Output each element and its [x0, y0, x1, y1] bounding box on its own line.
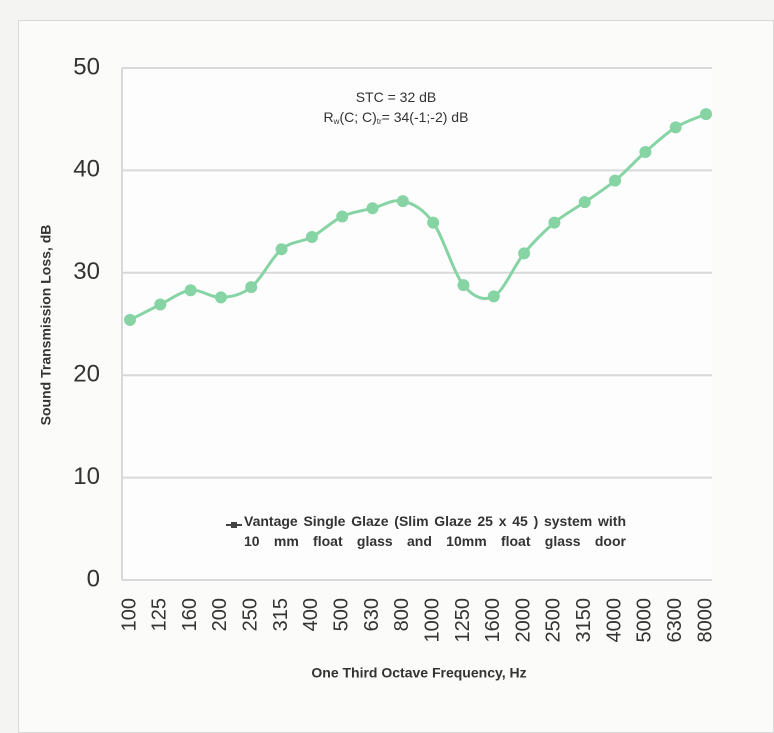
- x-tick-label: 1250: [452, 598, 474, 643]
- x-tick-label: 1000: [421, 598, 443, 643]
- legend-marker: [226, 522, 242, 528]
- y-axis-title: Sound Transmission Loss, dB: [38, 225, 54, 426]
- annotation-part: STC = 32 dB: [356, 89, 437, 105]
- data-point: [578, 196, 591, 209]
- annotation-part: w: [333, 117, 340, 126]
- data-point: [184, 284, 197, 297]
- annotation: Rw(C; C)tr= 34(-1;-2) dB: [324, 109, 469, 126]
- annotation-part: tr: [377, 117, 382, 126]
- x-tick-label: 315: [270, 598, 292, 631]
- x-tick-label: 3150: [573, 598, 595, 643]
- x-tick-label: 630: [361, 598, 383, 631]
- data-point: [700, 108, 712, 121]
- data-point: [275, 243, 288, 256]
- data-point: [457, 279, 470, 292]
- annotation-part: (C; C): [339, 109, 376, 125]
- data-point: [427, 216, 440, 229]
- data-point: [154, 298, 167, 311]
- data-point: [124, 313, 136, 326]
- x-tick-label: 250: [240, 598, 262, 631]
- annotation: STC = 32 dB: [356, 89, 437, 105]
- data-point: [336, 210, 349, 223]
- annotation-part: R: [324, 109, 334, 125]
- data-point: [366, 202, 379, 215]
- x-tick-label: 125: [149, 598, 171, 631]
- annotation-part: = 34(-1;-2) dB: [382, 109, 469, 125]
- x-tick-label: 500: [330, 598, 352, 631]
- data-point: [487, 290, 500, 303]
- x-tick-label: 1600: [482, 598, 504, 643]
- data-point: [518, 247, 531, 260]
- x-tick-label: 160: [179, 598, 201, 631]
- x-tick-label: 6300: [664, 598, 686, 643]
- x-tick-label: 4000: [603, 598, 625, 643]
- x-tick-label: 400: [300, 598, 322, 631]
- data-point: [305, 230, 318, 243]
- y-tick-label: 40: [73, 156, 100, 183]
- y-tick-label: 0: [87, 565, 100, 592]
- legend-label: Vantage Single Glaze (Slim Glaze 25 x 45…: [244, 513, 626, 549]
- x-tick-label: 800: [391, 598, 413, 631]
- plot-area: [122, 68, 712, 580]
- data-point: [639, 145, 652, 158]
- data-point: [669, 121, 682, 134]
- data-point: [396, 195, 409, 208]
- x-tick-label: 200: [209, 598, 231, 631]
- x-axis-title: One Third Octave Frequency, Hz: [311, 665, 526, 681]
- y-tick-label: 20: [73, 361, 100, 388]
- data-point: [214, 291, 227, 304]
- x-tick-label: 5000: [634, 598, 656, 643]
- y-tick-label: 10: [73, 463, 100, 490]
- x-tick-label: 8000: [694, 598, 716, 643]
- data-point: [245, 281, 258, 294]
- x-tick-label: 100: [118, 598, 140, 631]
- data-point: [548, 216, 561, 229]
- y-tick-label: 30: [73, 258, 100, 285]
- x-tick-label: 2500: [543, 598, 565, 643]
- y-tick-label: 50: [73, 53, 100, 80]
- x-tick-label: 2000: [512, 598, 534, 643]
- data-point: [609, 174, 622, 187]
